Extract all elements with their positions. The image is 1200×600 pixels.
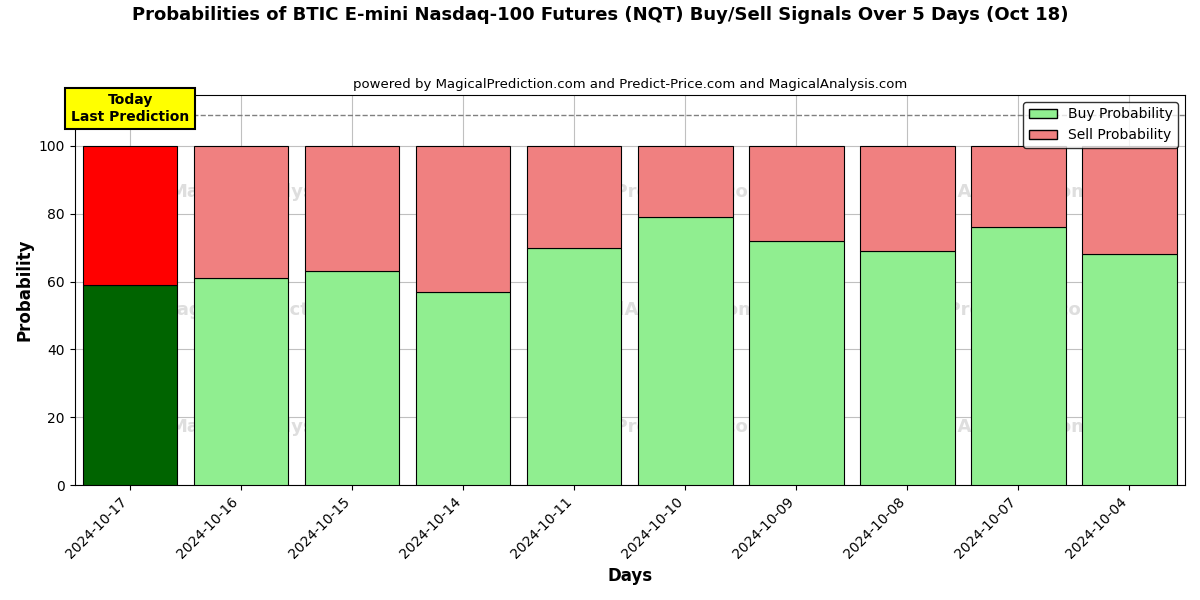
Bar — [194, 278, 288, 485]
Text: MagicalPrediction.com: MagicalPrediction.com — [538, 418, 767, 436]
Text: Probabilities of BTIC E-mini Nasdaq-100 Futures (NQT) Buy/Sell Signals Over 5 Da: Probabilities of BTIC E-mini Nasdaq-100 … — [132, 6, 1068, 24]
Bar — [1082, 146, 1177, 254]
Text: MagicalAnalysis.com: MagicalAnalysis.com — [169, 184, 379, 202]
Bar — [527, 248, 622, 485]
X-axis label: Days: Days — [607, 567, 653, 585]
Bar — [527, 146, 622, 248]
Text: MagicalAnalysis.com: MagicalAnalysis.com — [881, 184, 1090, 202]
Title: powered by MagicalPrediction.com and Predict-Price.com and MagicalAnalysis.com: powered by MagicalPrediction.com and Pre… — [353, 78, 907, 91]
Bar — [860, 251, 955, 485]
Text: MagicalPrediction.com: MagicalPrediction.com — [538, 184, 767, 202]
Text: Today
Last Prediction: Today Last Prediction — [71, 94, 190, 124]
Text: MagicalAnalysis.com: MagicalAnalysis.com — [169, 418, 379, 436]
Bar — [1082, 254, 1177, 485]
Text: MagicalPrediction.com: MagicalPrediction.com — [870, 301, 1100, 319]
Bar — [749, 146, 844, 241]
Text: MagicalPrediction.com: MagicalPrediction.com — [160, 301, 389, 319]
Bar — [416, 292, 510, 485]
Bar — [638, 146, 732, 217]
Bar — [83, 285, 178, 485]
Bar — [305, 146, 400, 271]
Bar — [305, 271, 400, 485]
Text: MagicalAnalysis.com: MagicalAnalysis.com — [547, 301, 757, 319]
Bar — [194, 146, 288, 278]
Bar — [749, 241, 844, 485]
Bar — [638, 217, 732, 485]
Bar — [416, 146, 510, 292]
Bar — [860, 146, 955, 251]
Bar — [83, 146, 178, 285]
Text: MagicalAnalysis.com: MagicalAnalysis.com — [881, 418, 1090, 436]
Bar — [971, 227, 1066, 485]
Y-axis label: Probability: Probability — [16, 239, 34, 341]
Legend: Buy Probability, Sell Probability: Buy Probability, Sell Probability — [1024, 102, 1178, 148]
Bar — [971, 146, 1066, 227]
